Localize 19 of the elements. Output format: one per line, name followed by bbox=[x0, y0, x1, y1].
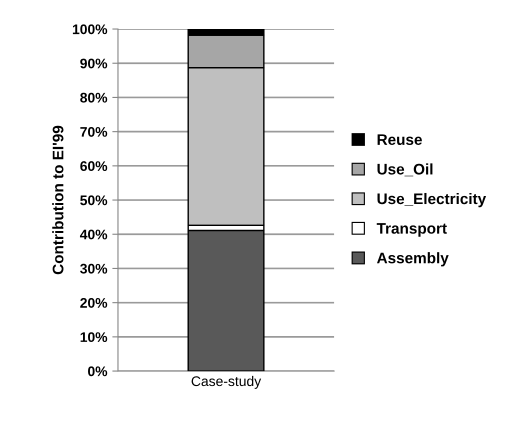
legend-label: Use_Electricity bbox=[378, 192, 486, 208]
y-tick-label: 0% bbox=[88, 366, 108, 376]
y-tick-label: 10% bbox=[80, 332, 108, 342]
y-tick-label: 90% bbox=[80, 58, 108, 68]
y-tick-label: 60% bbox=[80, 161, 108, 172]
legend-label: Transport bbox=[376, 223, 447, 237]
legend-label: Assembly bbox=[376, 252, 449, 266]
y-axis-title: Contribution to EI'99 bbox=[52, 126, 64, 274]
bar bbox=[188, 230, 265, 372]
y-tick-label: 50% bbox=[80, 195, 108, 206]
y-tick-label: 80% bbox=[80, 92, 108, 103]
y-tick-label: 20% bbox=[80, 298, 108, 308]
y-tick-label: 40% bbox=[80, 230, 108, 240]
y-tick-label: 70% bbox=[80, 126, 108, 137]
x-tick-label: Case-study bbox=[192, 376, 262, 389]
legend-label: Use_Oil bbox=[378, 163, 432, 176]
legend-label: Reuse bbox=[378, 134, 422, 145]
y-tick-label: 30% bbox=[80, 264, 108, 274]
y-tick-label: 100% bbox=[72, 24, 108, 34]
